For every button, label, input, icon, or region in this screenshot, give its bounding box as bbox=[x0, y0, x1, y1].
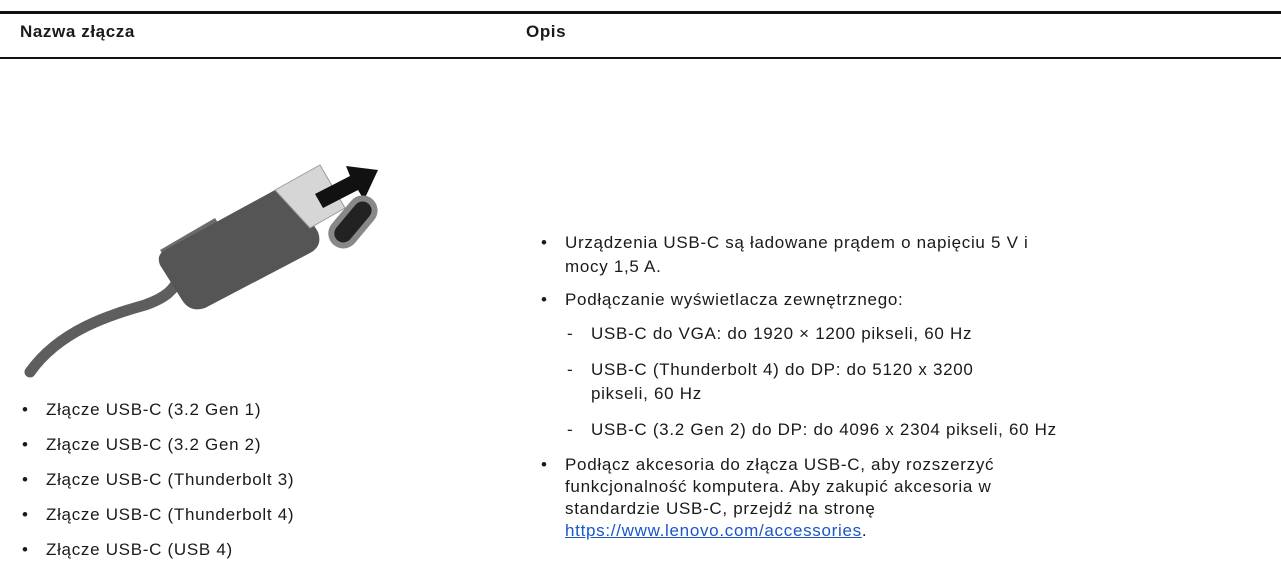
sub-item: USB-C (3.2 Gen 2) do DP: do 4096 x 2304 … bbox=[565, 418, 1111, 442]
text: Urządzenia USB-C są ładowane prądem o na… bbox=[565, 233, 1029, 276]
description-item: Podłącz akcesoria do złącza USB-C, aby r… bbox=[539, 454, 1039, 542]
connector-item: Złącze USB-C (Thunderbolt 3) bbox=[20, 468, 294, 503]
top-rule bbox=[0, 11, 1281, 14]
sub-item: USB-C (Thunderbolt 4) do DP: do 5120 x 3… bbox=[565, 358, 1039, 406]
sub-list: USB-C do VGA: do 1920 × 1200 pikseli, 60… bbox=[565, 322, 1056, 442]
text: Podłączanie wyświetlacza zewnętrznego: bbox=[565, 290, 904, 309]
description-item: Podłączanie wyświetlacza zewnętrznego: U… bbox=[539, 288, 1056, 442]
header-cell: Opis bbox=[526, 22, 567, 41]
link[interactable]: https://www.lenovo.com/accessories bbox=[565, 521, 862, 540]
header-cell: Nazwa złącza bbox=[20, 22, 135, 41]
connector-item: Złącze USB-C (Thunderbolt 4) bbox=[20, 503, 294, 538]
description-item: Urządzenia USB-C są ładowane prądem o na… bbox=[539, 231, 1039, 279]
text: Podłącz akcesoria do złącza USB-C, aby r… bbox=[565, 455, 995, 518]
usb-c-illustration bbox=[24, 164, 378, 378]
text: . bbox=[861, 521, 868, 540]
connector-item: Złącze USB-C (3.2 Gen 1) bbox=[20, 398, 294, 433]
connector-item: Złącze USB-C (3.2 Gen 2) bbox=[20, 433, 294, 468]
header-rule bbox=[0, 57, 1281, 59]
connector-list: Złącze USB-C (3.2 Gen 1) Złącze USB-C (3… bbox=[20, 398, 294, 573]
sub-item: USB-C do VGA: do 1920 × 1200 pikseli, 60… bbox=[565, 322, 1039, 346]
connector-item: Złącze USB-C (USB 4) bbox=[20, 538, 294, 573]
description-list: Urządzenia USB-C są ładowane prądem o na… bbox=[539, 231, 1056, 551]
